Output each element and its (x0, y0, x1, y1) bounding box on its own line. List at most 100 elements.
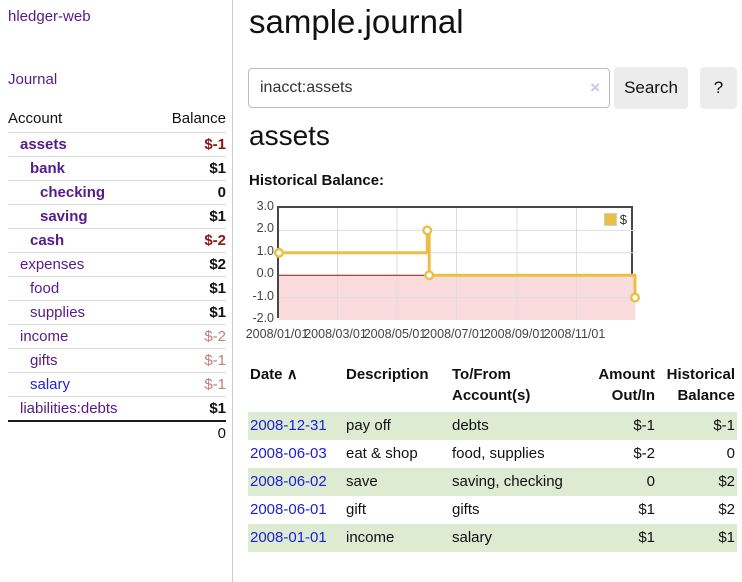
account-link[interactable]: income (20, 328, 69, 345)
account-balance: $-1 (204, 352, 226, 369)
register-cell-description: eat & shop (346, 445, 418, 462)
register-header-description: Description (346, 366, 429, 383)
account-row-supplies: supplies $1 (8, 300, 226, 324)
y-axis-tick-label: 1.0 (256, 243, 274, 258)
account-balance: $1 (209, 400, 226, 417)
register-cell-description: gift (346, 501, 367, 518)
transaction-date-link[interactable]: 2008-06-01 (250, 501, 327, 518)
account-balance: $-1 (204, 376, 226, 393)
register-cell-date: 2008-06-03 (248, 440, 344, 468)
accounts-total-value: 0 (217, 425, 226, 442)
transaction-date-link[interactable]: 2008-06-03 (250, 445, 327, 462)
account-row-income: income $-2 (8, 324, 226, 348)
register-cell-amount: $1 (638, 529, 655, 546)
y-axis-tick-label: -1.0 (252, 288, 274, 303)
help-button[interactable]: ? (700, 67, 737, 109)
register-row: 2008-12-31 pay off debts $-1 $-1 (248, 412, 737, 440)
accounts-rows: assets $-1 bank $1 checking 0 saving $1 cash $-2 e… (8, 132, 226, 420)
data-point-marker (424, 270, 435, 281)
account-link[interactable]: gifts (30, 352, 58, 369)
register-header-accounts: To/From Account(s) (452, 366, 531, 404)
legend-swatch (603, 213, 617, 226)
search-row: × Search ? (248, 67, 737, 109)
x-axis-tick-label: 2008/11/01 (543, 327, 606, 341)
historical-balance-chart: $ 3.0 2.0 1.0 0.0 -1.0 -2.0 2008/01/01 2008/03/… (245, 199, 742, 345)
accounts-header-account: Account (8, 110, 63, 127)
chart-plot-area: $ (274, 206, 641, 320)
account-balance: $2 (209, 256, 226, 273)
register-cell-amount: $1 (638, 501, 655, 518)
register-cell-date: 2008-06-01 (248, 496, 344, 524)
account-link[interactable]: bank (30, 160, 66, 177)
register-header-row: Date ∧ Description To/From Account(s) Am… (248, 360, 737, 412)
sidebar: hledger-web Journal Account Balance asse… (0, 0, 233, 582)
register-cell-accounts: saving, checking (452, 473, 563, 490)
data-point-marker (630, 292, 641, 303)
account-link[interactable]: food (30, 280, 60, 297)
register-cell-accounts: salary (452, 529, 493, 546)
x-axis-tick-label: 2008/09/01 (483, 327, 547, 341)
account-balance: $-1 (204, 136, 226, 153)
register-header-date[interactable]: Date ∧ (250, 366, 298, 383)
register-header-balance: Historical Balance (666, 366, 735, 404)
legend-label: $ (619, 212, 627, 227)
account-row-gifts: gifts $-1 (8, 348, 226, 372)
register-cell-date: 2008-01-01 (248, 524, 344, 552)
account-balance: $-2 (204, 328, 226, 345)
account-balance: $1 (209, 304, 226, 321)
search-button[interactable]: Search (614, 67, 688, 109)
account-link[interactable]: liabilities:debts (20, 400, 118, 417)
account-link[interactable]: checking (40, 184, 106, 201)
account-link[interactable]: expenses (20, 256, 85, 273)
register-table: Date ∧ Description To/From Account(s) Am… (248, 360, 737, 552)
account-balance: $-2 (204, 232, 226, 249)
account-heading: assets (249, 120, 330, 151)
chart-heading: Historical Balance: (249, 172, 385, 189)
account-link[interactable]: saving (40, 208, 88, 225)
account-row-salary: salary $-1 (8, 372, 226, 396)
register-cell-amount: $-1 (633, 417, 655, 434)
accounts-header-balance: Balance (171, 110, 226, 127)
register-cell-balance: $2 (718, 501, 735, 518)
register-cell-date: 2008-12-31 (248, 412, 344, 440)
register-cell-description: income (346, 529, 395, 546)
transaction-date-link[interactable]: 2008-12-31 (250, 417, 327, 434)
data-point-marker (422, 225, 433, 236)
register-cell-balance: 0 (726, 445, 735, 462)
transaction-date-link[interactable]: 2008-01-01 (250, 529, 327, 546)
search-input[interactable] (249, 69, 609, 107)
x-axis-tick-label: 2008/01/01 (245, 327, 309, 341)
account-link[interactable]: supplies (30, 304, 86, 321)
accounts-table-header: Account Balance (8, 106, 226, 132)
sidebar-item-journal[interactable]: Journal (8, 71, 58, 88)
account-balance: $1 (209, 280, 226, 297)
register-cell-accounts: gifts (452, 501, 480, 518)
page-title: sample.journal (249, 3, 464, 40)
transaction-date-link[interactable]: 2008-06-02 (250, 473, 327, 490)
register-cell-accounts: debts (452, 417, 489, 434)
y-axis-tick-label: 3.0 (256, 199, 274, 213)
data-point-marker (274, 247, 284, 258)
main-content: sample.journal × Search ? assets Histori… (245, 0, 742, 582)
accounts-total-row: 0 (8, 420, 226, 445)
account-link[interactable]: salary (30, 376, 71, 393)
account-row-cash: cash $-2 (8, 228, 226, 252)
x-axis-tick-label: 2008/07/01 (423, 327, 486, 341)
register-cell-amount: $-2 (633, 445, 655, 462)
register-row: 2008-01-01 income salary $1 $1 (248, 524, 737, 552)
clear-search-icon[interactable]: × (590, 78, 600, 97)
register-cell-amount: 0 (646, 473, 655, 490)
chart-canvas (274, 208, 641, 320)
register-row: 2008-06-01 gift gifts $1 $2 (248, 496, 737, 524)
accounts-table: Account Balance assets $-1 bank $1 checking 0… (8, 106, 226, 445)
sort-ascending-icon: ∧ (286, 366, 298, 383)
brand-link[interactable]: hledger-web (8, 8, 91, 25)
register-cell-balance: $-1 (713, 417, 735, 434)
account-row-liabilities-debts: liabilities:debts $1 (8, 396, 226, 420)
register-cell-balance: $1 (718, 529, 735, 546)
account-link[interactable]: cash (30, 232, 65, 249)
account-row-expenses: expenses $2 (8, 252, 226, 276)
account-link[interactable]: assets (20, 136, 67, 153)
y-axis-tick-label: 2.0 (256, 221, 274, 236)
